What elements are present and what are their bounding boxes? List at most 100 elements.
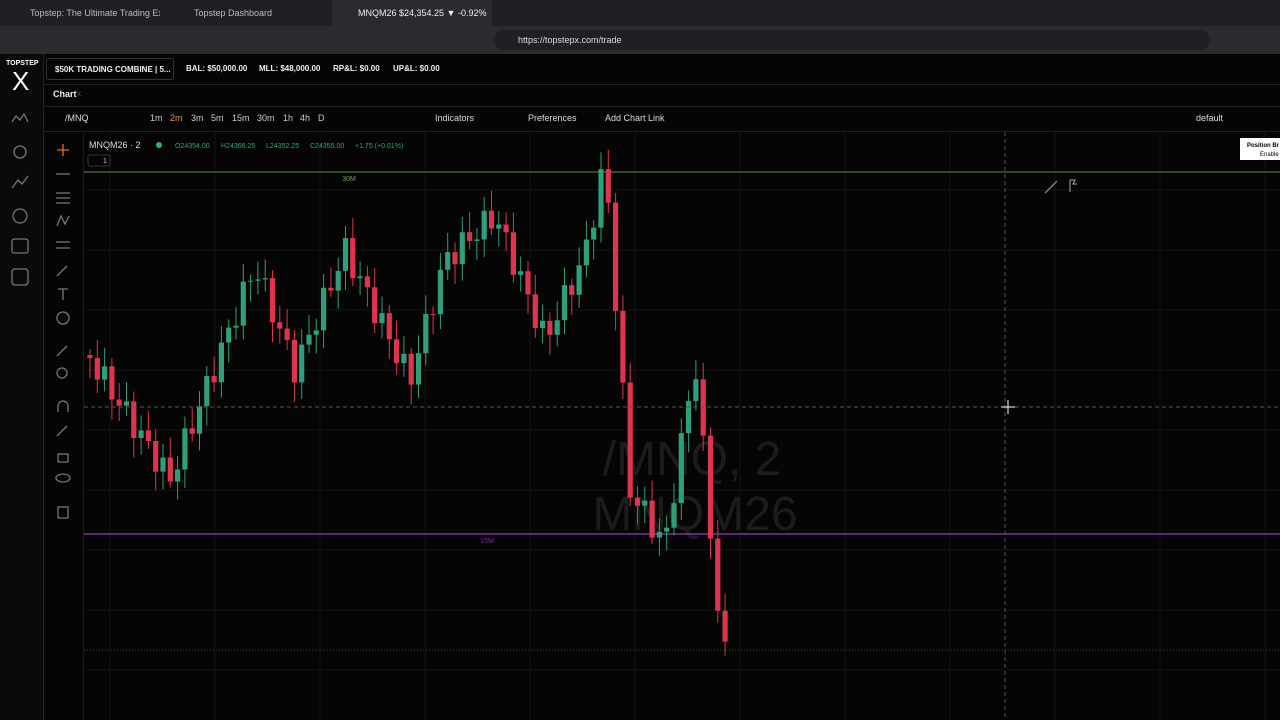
balance: BAL: $50,000.00 [186,64,248,73]
candles [87,149,728,656]
timeframe[interactable]: 4h [300,113,311,123]
tool-icon[interactable] [57,453,69,463]
candle-body [459,232,465,265]
side-panel-title: Position Br [1247,143,1280,149]
candle-body [248,280,254,282]
candle-body [437,269,443,315]
cursor [1001,400,1015,414]
timeframe[interactable]: 1m [150,113,163,123]
candle-body [481,210,487,240]
candle-body [182,428,188,470]
symbol-search[interactable]: /MNQ [65,113,89,123]
candle-body [569,285,575,295]
timeframe[interactable]: 15m [232,113,250,123]
nav-icon[interactable] [11,238,29,254]
ohlc: C24355.00 [310,143,344,150]
tool-icon[interactable] [56,311,70,325]
candle-body [372,287,378,324]
tool-icon[interactable] [58,288,68,300]
url[interactable]: https://topstepx.com/trade [494,30,1210,50]
candle-body [722,610,728,642]
candle-body [678,433,684,504]
timeframe[interactable]: 30m [257,113,275,123]
nav-icon[interactable] [11,268,29,286]
layout-select[interactable]: default [1196,113,1224,123]
tool-icon[interactable] [56,192,70,204]
badge[interactable] [87,154,111,167]
float-tools[interactable] [1044,179,1077,194]
tool-icon[interactable] [57,506,69,519]
ohlc: O24354.00 [175,143,210,150]
candle-body [211,375,217,383]
candle-body [291,339,297,383]
side-panel[interactable] [1240,138,1280,160]
tool-icon[interactable] [56,265,68,277]
candle-body [503,224,509,233]
tool-icon[interactable] [56,214,70,227]
browser-tab-bar [0,0,1280,26]
chart-toolbar [44,106,1280,132]
tool-icon[interactable] [56,425,68,437]
nav-icon[interactable] [11,112,29,123]
candle-body [576,265,582,295]
candle-body [131,401,137,439]
candle-body [408,353,414,385]
candle-body [496,224,502,229]
indicators[interactable]: Indicators [435,113,475,123]
side-panel-sub: Enable [1260,152,1279,158]
tab[interactable]: Topstep: The Ultimate Trading Experi [30,8,160,18]
timeframe[interactable]: 3m [191,113,204,123]
candle-body [306,334,312,345]
candle-body [613,202,619,311]
tab-active[interactable]: MNQM26 $24,354.25 ▼ -0.92% [332,0,492,26]
candle-body [634,497,641,506]
candle-body [145,430,151,441]
candle-body [467,232,473,241]
upl: UP&L: $0.00 [393,64,440,73]
nav-icon[interactable] [11,175,29,189]
candle-body [299,344,305,383]
timeframe[interactable]: 1h [283,113,294,123]
level-label: 15M [480,538,494,545]
candle-body [540,320,546,329]
candle-body [262,278,268,280]
tool-icon[interactable] [57,144,69,156]
candle-body [226,327,232,343]
tool-icon[interactable] [56,367,68,379]
candle-body [445,252,451,270]
candle-body [452,252,458,265]
candle-body [269,278,276,323]
timeframe[interactable]: 2m [170,113,183,123]
candle-body [167,457,173,482]
mll: MLL: $48,000.00 [259,64,321,73]
panel-tab[interactable]: Chart [53,89,77,99]
left-nav [0,54,44,720]
candle-body [605,169,611,203]
candle-body [642,500,648,506]
candle-body [474,239,480,241]
candle-body [518,271,524,275]
add-chart-link[interactable]: Add Chart Link [605,113,665,123]
candle-body [160,457,166,472]
timeframe[interactable]: 5m [211,113,224,123]
account-select[interactable]: $50K TRADING COMBINE | 5... [46,58,174,80]
tool-icon[interactable] [56,345,68,357]
candle-body [386,313,392,340]
ohlc: +1.75 (+0.01%) [355,143,403,150]
nav-icon[interactable] [13,145,27,159]
drawing-tools [44,132,84,720]
tool-icon[interactable] [56,241,70,249]
tool-icon[interactable] [57,400,69,412]
candle-body [656,531,662,538]
nav-icon[interactable] [12,208,28,224]
tab[interactable]: Topstep Dashboard [194,8,273,18]
candle-body [328,287,334,291]
tool-icon[interactable] [55,473,71,483]
grid [84,132,1280,720]
tool-icons [11,112,71,519]
panel-close[interactable]: x [77,89,81,98]
preferences[interactable]: Preferences [528,113,577,123]
candle-body [430,313,436,315]
candle-body [693,379,699,401]
timeframe[interactable]: D [318,113,325,123]
